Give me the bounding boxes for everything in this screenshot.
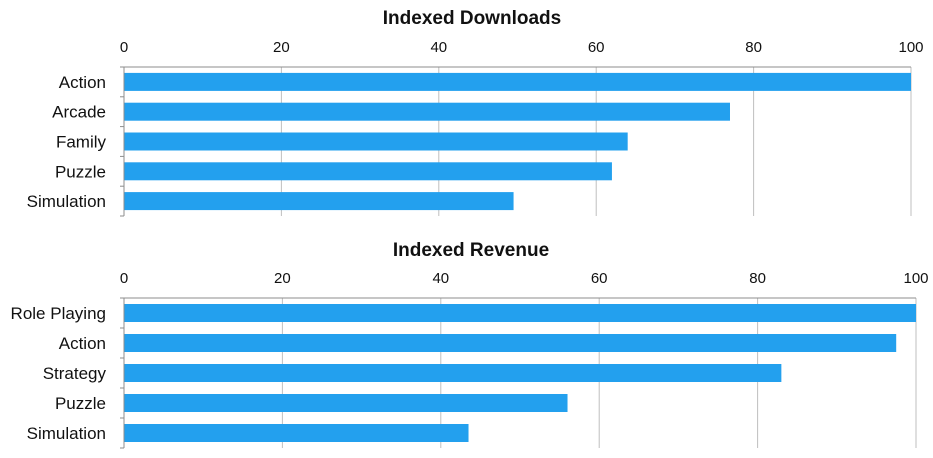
bar-arcade [124, 102, 730, 121]
tick-label: 60 [591, 270, 608, 287]
bar-action [124, 334, 897, 352]
bar-strategy [124, 364, 782, 382]
tick-label: 80 [749, 270, 766, 287]
bar-puzzle [124, 394, 568, 412]
category-label: Action [59, 334, 106, 353]
category-label: Simulation [27, 424, 106, 443]
bar-family [124, 132, 628, 151]
tick-label: 40 [432, 270, 449, 287]
tick-label: 0 [120, 39, 128, 56]
bar-action [124, 72, 911, 91]
category-label: Strategy [43, 364, 107, 383]
bar-simulation [124, 424, 469, 442]
category-label: Puzzle [55, 162, 106, 181]
bar-puzzle [124, 162, 612, 181]
category-label: Arcade [52, 103, 106, 122]
tick-label: 20 [273, 39, 290, 56]
category-label: Role Playing [11, 304, 106, 323]
bar-simulation [124, 192, 514, 211]
tick-label: 80 [745, 39, 762, 56]
category-label: Simulation [27, 192, 106, 211]
tick-label: 100 [898, 39, 923, 56]
tick-label: 40 [430, 39, 447, 56]
tick-label: 100 [903, 270, 928, 287]
chart-title: Indexed Downloads [383, 8, 561, 29]
category-label: Action [59, 73, 106, 92]
tick-label: 60 [588, 39, 605, 56]
tick-label: 20 [274, 270, 291, 287]
tick-label: 0 [120, 270, 128, 287]
revenue-chart: Indexed Revenue 0 20 40 60 80 100 Role Playing… [11, 240, 929, 449]
chart-title: Indexed Revenue [393, 240, 549, 261]
downloads-chart: Indexed Downloads 0 20 40 60 80 100 Action Arca… [27, 8, 924, 217]
category-label: Family [56, 133, 107, 152]
category-label: Puzzle [55, 394, 106, 413]
bar-role-playing [124, 304, 916, 322]
